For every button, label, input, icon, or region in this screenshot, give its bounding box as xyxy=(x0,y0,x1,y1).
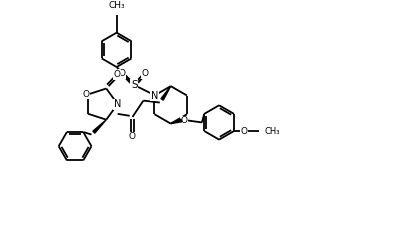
Text: CH₃: CH₃ xyxy=(264,127,279,135)
Text: O: O xyxy=(83,90,90,99)
Polygon shape xyxy=(161,86,171,100)
Text: O: O xyxy=(181,116,188,125)
Text: S: S xyxy=(131,80,138,90)
Text: CH₃: CH₃ xyxy=(108,1,125,10)
Polygon shape xyxy=(93,120,106,133)
Text: O: O xyxy=(240,127,247,135)
Polygon shape xyxy=(171,119,181,124)
Text: N: N xyxy=(151,91,158,101)
Text: O: O xyxy=(118,69,125,78)
Text: O: O xyxy=(114,70,121,79)
Text: N: N xyxy=(114,99,121,109)
Text: O: O xyxy=(129,132,136,141)
Text: N: N xyxy=(151,91,158,101)
Text: O: O xyxy=(142,69,149,78)
